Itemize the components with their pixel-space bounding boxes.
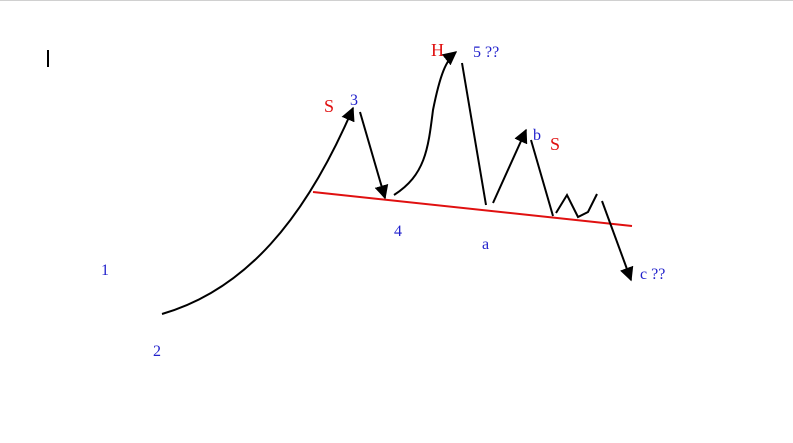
wave-1-label: 1 [101, 262, 109, 279]
wave-b-down-path [530, 139, 554, 217]
wave-2-label: 2 [153, 343, 161, 360]
wave-c-label: c ?? [640, 266, 665, 283]
wave-4-label: 4 [394, 223, 402, 240]
wave-4-to-5-path [393, 51, 458, 196]
top-border [0, 0, 793, 1]
wave-a-to-b-path [492, 128, 528, 204]
wave-3-to-4-path [359, 111, 389, 200]
left-shoulder-label: S [324, 96, 334, 116]
right-shoulder-label: S [550, 134, 560, 154]
wave-a-label: a [482, 236, 489, 253]
right-shoulder-zigzag [555, 192, 598, 219]
neckline [312, 191, 633, 227]
wave-5-to-a-path [461, 62, 487, 206]
wave-5-label: 5 ?? [473, 44, 499, 61]
wave-b-label: b [533, 127, 541, 144]
wave-2-to-3-path [161, 106, 355, 315]
wave-3-label: 3 [350, 92, 358, 109]
head-label: H [431, 40, 444, 60]
wave-c-path [601, 200, 634, 282]
